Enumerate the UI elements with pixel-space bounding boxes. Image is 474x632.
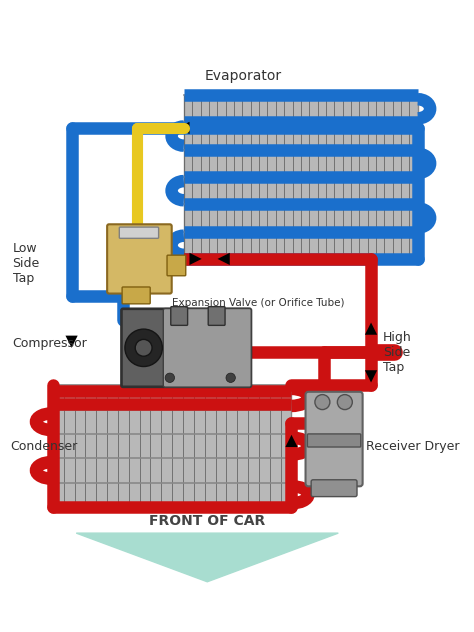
FancyBboxPatch shape [306,392,363,486]
Circle shape [135,339,152,356]
Text: High
Side
Tap: High Side Tap [383,331,412,374]
FancyBboxPatch shape [167,255,186,276]
Circle shape [125,329,163,367]
Text: Condenser: Condenser [11,440,78,453]
FancyBboxPatch shape [121,308,251,387]
FancyBboxPatch shape [184,95,418,259]
FancyBboxPatch shape [119,227,159,238]
FancyBboxPatch shape [122,287,150,304]
Circle shape [315,394,330,410]
Polygon shape [76,533,338,582]
FancyBboxPatch shape [163,308,251,387]
Circle shape [226,373,236,382]
FancyBboxPatch shape [308,434,361,447]
FancyBboxPatch shape [208,307,225,325]
FancyBboxPatch shape [107,224,172,293]
Text: Evaporator: Evaporator [204,70,282,83]
Text: Low
Side
Tap: Low Side Tap [13,242,40,285]
FancyBboxPatch shape [122,310,166,386]
FancyBboxPatch shape [171,307,188,325]
FancyBboxPatch shape [311,480,357,497]
Circle shape [165,373,174,382]
Text: Expansion Valve (or Orifice Tube): Expansion Valve (or Orifice Tube) [172,298,344,308]
Text: Compressor: Compressor [13,337,87,349]
FancyBboxPatch shape [53,386,292,507]
Text: FRONT OF CAR: FRONT OF CAR [149,514,265,528]
Text: Receiver Dryer: Receiver Dryer [366,440,460,453]
Circle shape [337,394,352,410]
